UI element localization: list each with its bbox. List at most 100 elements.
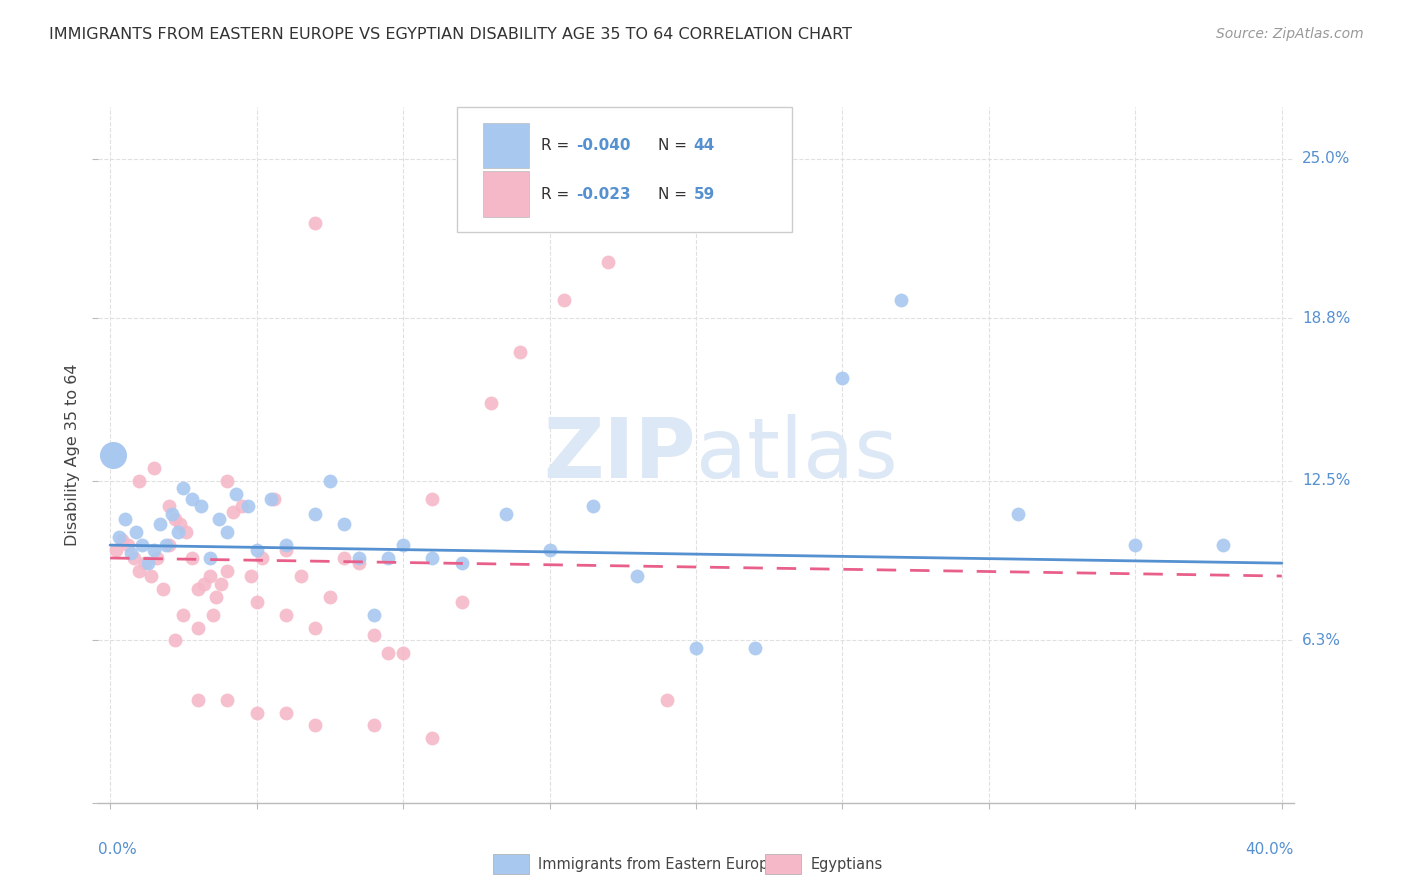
Point bbox=[450, 595, 472, 609]
Point bbox=[363, 718, 385, 732]
Text: 25.0%: 25.0% bbox=[1302, 151, 1350, 166]
Text: Egyptians: Egyptians bbox=[811, 856, 883, 871]
Point bbox=[217, 525, 239, 540]
Text: R =: R = bbox=[540, 186, 574, 202]
Point bbox=[172, 482, 194, 496]
Point bbox=[207, 512, 229, 526]
Point bbox=[141, 569, 163, 583]
Point bbox=[626, 569, 648, 583]
Point bbox=[198, 551, 221, 566]
Text: N =: N = bbox=[658, 186, 692, 202]
Point bbox=[190, 500, 212, 514]
Point bbox=[122, 551, 145, 566]
Text: Immigrants from Eastern Europe: Immigrants from Eastern Europe bbox=[538, 856, 778, 871]
Text: 0.0%: 0.0% bbox=[98, 842, 138, 856]
Point bbox=[101, 448, 124, 462]
Text: 40.0%: 40.0% bbox=[1246, 842, 1294, 856]
Point bbox=[420, 731, 443, 746]
Point bbox=[217, 564, 239, 578]
Point bbox=[201, 607, 224, 622]
Point bbox=[128, 474, 150, 488]
Point bbox=[274, 538, 297, 552]
Point bbox=[347, 556, 370, 570]
Text: 6.3%: 6.3% bbox=[1302, 633, 1341, 648]
Text: N =: N = bbox=[658, 137, 692, 153]
Point bbox=[290, 569, 312, 583]
Text: -0.023: -0.023 bbox=[576, 186, 631, 202]
Point bbox=[246, 706, 269, 720]
Point bbox=[211, 576, 233, 591]
Point bbox=[222, 505, 245, 519]
Point bbox=[149, 517, 172, 532]
Point bbox=[246, 595, 269, 609]
Point bbox=[193, 576, 215, 591]
Point bbox=[274, 706, 297, 720]
Point bbox=[101, 448, 124, 462]
Point bbox=[181, 491, 204, 506]
Point bbox=[304, 507, 326, 521]
Point bbox=[111, 533, 134, 547]
Point bbox=[246, 543, 269, 558]
Point bbox=[236, 500, 259, 514]
Point bbox=[239, 569, 262, 583]
Point bbox=[204, 590, 226, 604]
Point bbox=[120, 546, 142, 560]
Point bbox=[181, 551, 204, 566]
Point bbox=[304, 718, 326, 732]
Point bbox=[143, 460, 166, 475]
Text: ZIP: ZIP bbox=[544, 415, 696, 495]
Point bbox=[125, 525, 148, 540]
Point bbox=[553, 293, 575, 308]
Point bbox=[163, 512, 186, 526]
FancyBboxPatch shape bbox=[484, 171, 529, 217]
Point bbox=[117, 538, 139, 552]
Point bbox=[363, 628, 385, 642]
Point bbox=[157, 500, 180, 514]
Point bbox=[319, 590, 342, 604]
Point bbox=[377, 551, 399, 566]
Point bbox=[392, 646, 415, 660]
Text: 44: 44 bbox=[693, 137, 714, 153]
Point bbox=[538, 543, 561, 558]
Point bbox=[169, 517, 191, 532]
Text: IMMIGRANTS FROM EASTERN EUROPE VS EGYPTIAN DISABILITY AGE 35 TO 64 CORRELATION C: IMMIGRANTS FROM EASTERN EUROPE VS EGYPTI… bbox=[49, 27, 852, 42]
Point bbox=[304, 621, 326, 635]
Point bbox=[163, 633, 186, 648]
Point bbox=[831, 370, 853, 384]
FancyBboxPatch shape bbox=[765, 854, 801, 874]
Point bbox=[744, 641, 766, 656]
Point bbox=[172, 607, 194, 622]
Point bbox=[114, 512, 136, 526]
Point bbox=[392, 538, 415, 552]
Point bbox=[198, 569, 221, 583]
Point bbox=[136, 556, 159, 570]
Point bbox=[131, 538, 153, 552]
Point bbox=[217, 692, 239, 706]
Point bbox=[420, 491, 443, 506]
Text: 59: 59 bbox=[693, 186, 714, 202]
Point bbox=[105, 543, 128, 558]
Point bbox=[187, 621, 209, 635]
Point bbox=[260, 491, 283, 506]
Point bbox=[347, 551, 370, 566]
Text: 18.8%: 18.8% bbox=[1302, 310, 1350, 326]
FancyBboxPatch shape bbox=[457, 107, 792, 232]
Point bbox=[134, 556, 156, 570]
FancyBboxPatch shape bbox=[484, 123, 529, 168]
Point bbox=[174, 525, 197, 540]
Point bbox=[160, 507, 183, 521]
Point bbox=[479, 396, 502, 410]
Point bbox=[655, 692, 678, 706]
Point bbox=[685, 641, 707, 656]
Point bbox=[319, 474, 342, 488]
Point bbox=[890, 293, 912, 308]
Point bbox=[509, 344, 531, 359]
Point bbox=[157, 538, 180, 552]
Text: 12.5%: 12.5% bbox=[1302, 473, 1350, 488]
Point bbox=[143, 543, 166, 558]
Point bbox=[187, 692, 209, 706]
Text: atlas: atlas bbox=[696, 415, 897, 495]
Point bbox=[450, 556, 472, 570]
Point bbox=[1212, 538, 1234, 552]
Point bbox=[166, 525, 188, 540]
